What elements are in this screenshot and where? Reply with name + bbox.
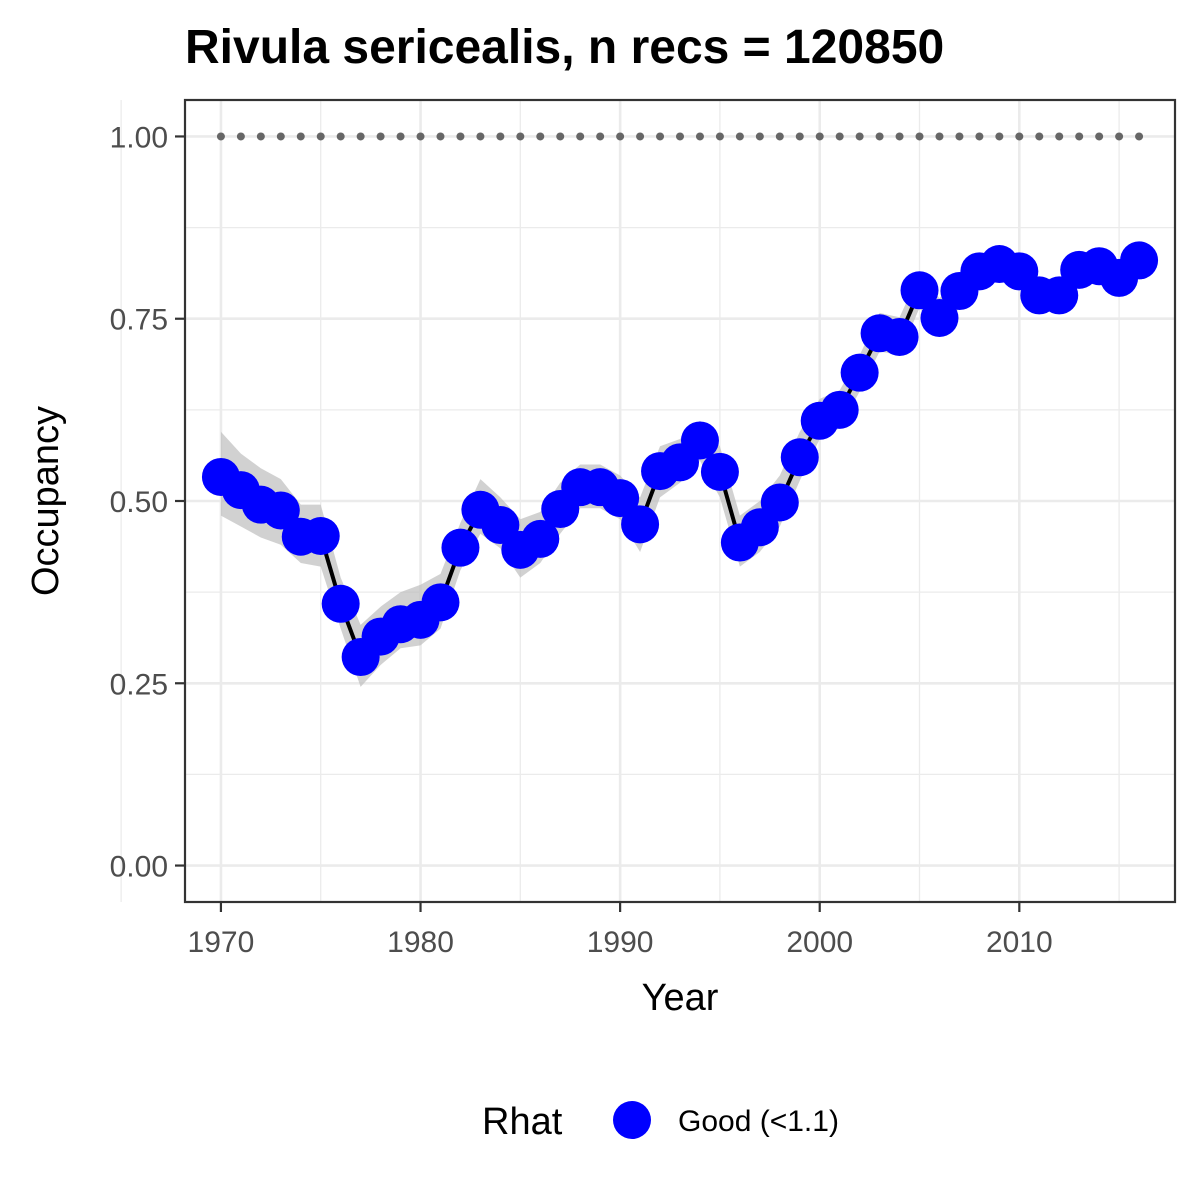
data-point xyxy=(1120,241,1159,280)
reference-dot xyxy=(436,132,445,141)
reference-dot xyxy=(536,132,545,141)
reference-dot xyxy=(296,132,305,141)
y-axis-title: Occupancy xyxy=(25,406,67,596)
reference-line xyxy=(216,132,1144,141)
data-point xyxy=(760,483,799,522)
reference-dot xyxy=(795,132,804,141)
reference-dot xyxy=(1095,132,1104,141)
y-tick-label: 0.25 xyxy=(110,668,168,701)
reference-dot xyxy=(975,132,984,141)
data-point xyxy=(820,390,859,429)
x-tick-label: 1990 xyxy=(587,926,654,959)
reference-dot xyxy=(715,132,724,141)
reference-dot xyxy=(656,132,665,141)
reference-dot xyxy=(516,132,525,141)
reference-dot xyxy=(835,132,844,141)
reference-dot xyxy=(676,132,684,141)
reference-dot xyxy=(496,132,505,141)
data-point xyxy=(321,584,360,623)
reference-dot xyxy=(955,132,964,141)
reference-dot xyxy=(775,132,784,141)
reference-dot xyxy=(356,132,365,141)
reference-dot xyxy=(1135,132,1144,141)
data-point xyxy=(840,353,879,392)
legend: Rhat Good (<1.1) xyxy=(482,1101,839,1143)
data-point xyxy=(621,505,660,544)
reference-dot xyxy=(755,132,764,141)
reference-dot xyxy=(1115,132,1124,141)
data-point xyxy=(521,519,560,558)
reference-dot xyxy=(815,132,824,141)
x-tick-label: 1970 xyxy=(188,926,255,959)
x-axis-title: Year xyxy=(642,977,719,1019)
reference-dot xyxy=(396,132,405,141)
reference-dot xyxy=(735,132,744,141)
reference-dot xyxy=(216,132,225,141)
data-point xyxy=(441,528,480,567)
data-points xyxy=(201,241,1159,677)
chart-title: Rivula sericealis, n recs = 120850 xyxy=(185,21,944,74)
reference-dot xyxy=(1015,132,1024,141)
reference-dot xyxy=(1075,132,1084,141)
reference-dot xyxy=(476,132,485,141)
reference-dot xyxy=(596,132,605,141)
reference-dot xyxy=(995,132,1004,141)
legend-title: Rhat xyxy=(482,1101,563,1143)
reference-dot xyxy=(895,132,904,141)
reference-dot xyxy=(915,132,924,141)
reference-dot xyxy=(336,132,345,141)
data-point xyxy=(900,271,939,310)
reference-dot xyxy=(855,132,864,141)
reference-dot xyxy=(556,132,565,141)
reference-dot xyxy=(616,132,625,141)
x-tick-label: 2010 xyxy=(986,926,1053,959)
reference-dot xyxy=(456,132,465,141)
legend-label-good: Good (<1.1) xyxy=(678,1105,839,1138)
y-tick-label: 0.75 xyxy=(110,304,168,337)
y-tick-label: 1.00 xyxy=(110,121,168,154)
reference-dot xyxy=(1035,132,1044,141)
reference-dot xyxy=(236,132,245,141)
x-tick-label: 2000 xyxy=(786,926,853,959)
reference-dot xyxy=(316,132,325,141)
data-point xyxy=(680,421,719,460)
axes: 1970 1980 1990 2000 2010 0.00 0.25 0.50 0.75 1.00 xyxy=(110,121,1053,959)
data-point xyxy=(780,438,819,477)
data-point xyxy=(700,452,739,491)
data-point xyxy=(920,298,959,337)
reference-dot xyxy=(875,132,884,141)
reference-dot xyxy=(416,132,425,141)
reference-dot xyxy=(256,132,265,141)
reference-dot xyxy=(935,132,944,141)
reference-dot xyxy=(695,132,704,141)
legend-key-good xyxy=(613,1101,651,1139)
data-point xyxy=(421,583,460,622)
data-point xyxy=(261,491,300,530)
x-tick-label: 1980 xyxy=(387,926,454,959)
y-tick-label: 0.00 xyxy=(110,851,168,884)
reference-dot xyxy=(376,132,385,141)
reference-dot xyxy=(276,132,285,141)
data-point xyxy=(601,479,640,518)
reference-dot xyxy=(576,132,585,141)
data-point xyxy=(1040,276,1079,315)
data-point xyxy=(301,516,340,555)
reference-dot xyxy=(636,132,645,141)
reference-dot xyxy=(1055,132,1064,141)
data-point xyxy=(880,317,919,356)
y-tick-label: 0.50 xyxy=(110,486,168,519)
